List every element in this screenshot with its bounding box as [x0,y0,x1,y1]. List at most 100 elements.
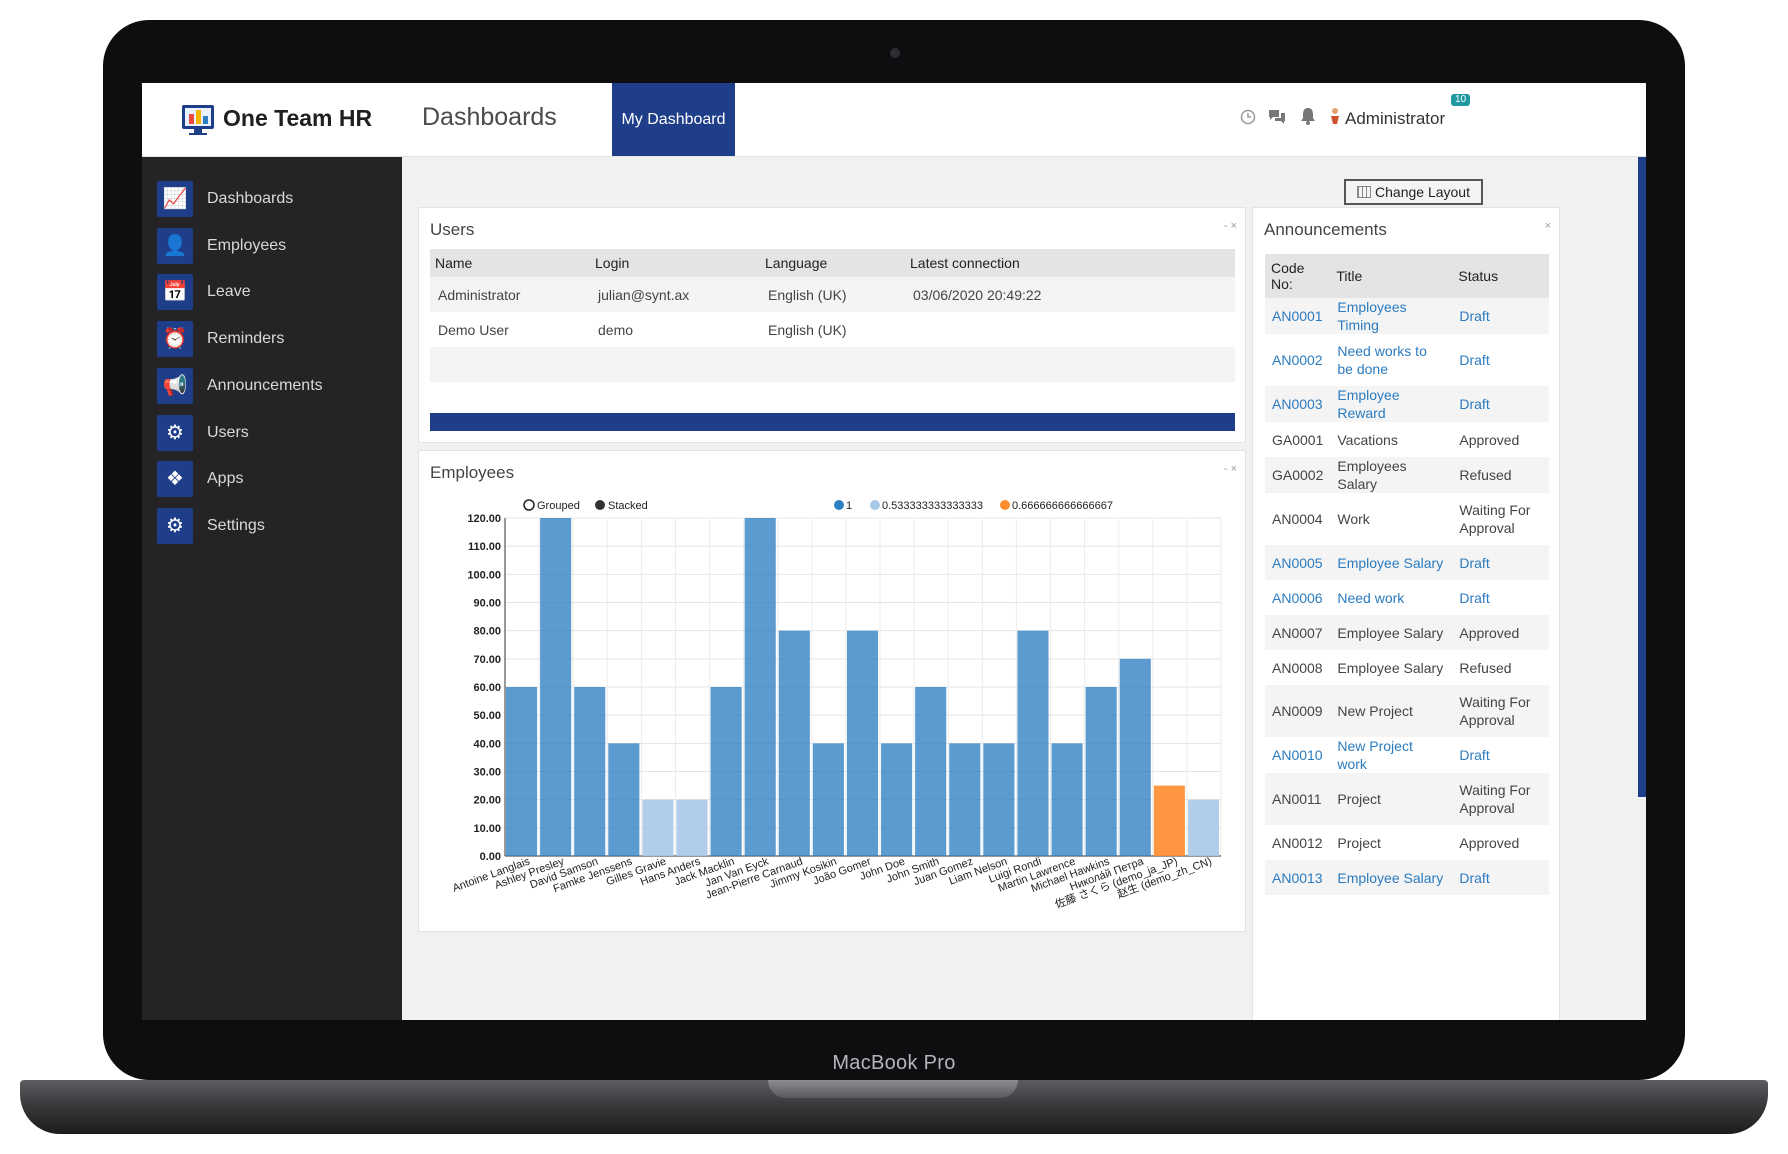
announcement-title: New Project [1330,685,1453,737]
announcement-title[interactable]: Employee Salary [1330,860,1453,895]
employees-panel-controls[interactable]: - × [1223,463,1237,475]
app-name[interactable]: One Team HR [223,105,373,131]
change-layout-button[interactable]: Change Layout [1344,179,1483,205]
announcement-title[interactable]: Employee Salary [1330,545,1453,580]
announcement-code[interactable]: AN0002 [1272,352,1323,368]
tab-my-dashboard[interactable]: My Dashboard [612,83,735,156]
users-table: Name Login Language Latest connection Ad… [430,249,1235,382]
sidebar-item-announcements[interactable]: 📢 Announcements [157,367,397,408]
table-row[interactable]: Demo User demo English (UK) [430,312,1235,347]
col-status[interactable]: Status [1452,254,1549,298]
table-row[interactable]: AN0002 Need works to be done Draft [1265,334,1549,386]
col-login[interactable]: Login [590,249,760,277]
announcement-status: Approved [1459,431,1520,448]
table-row[interactable]: AN0004 Work Waiting For Approval [1265,493,1549,545]
announcement-status[interactable]: Draft [1452,545,1549,580]
announcement-code: AN0012 [1272,834,1323,851]
grouped-radio [523,499,535,511]
sidebar-item-leave[interactable]: 📅 Leave [157,274,397,314]
announcement-title: Employees Salary [1330,457,1453,493]
announcement-code[interactable]: AN0006 [1272,589,1323,606]
table-pager-bar[interactable] [430,413,1235,431]
calendar-icon: 📅 [157,274,193,311]
announcement-status: Waiting For Approval [1452,773,1549,825]
announcement-title[interactable]: Need works to be done [1337,343,1427,377]
col-latest-connection[interactable]: Latest connection [905,249,1235,277]
announcement-code[interactable]: AN0005 [1265,545,1331,580]
table-row[interactable]: AN0007 Employee Salary Approved [1265,615,1549,650]
announcement-code[interactable]: AN0001 [1265,298,1331,334]
sidebar-item-reminders[interactable]: ⏰ Reminders [157,321,397,361]
y-tick-label: 60.00 [473,682,501,694]
chat-icon[interactable] [1268,108,1286,125]
user-menu[interactable]: Administrator [1345,109,1446,128]
bell-icon[interactable] [1300,107,1316,125]
table-row[interactable]: GA0001 Vacations Approved [1265,422,1549,457]
announcement-code: AN0011 [1265,773,1331,825]
announcement-title[interactable]: New Project work [1337,738,1413,772]
bar [506,687,538,856]
announcement-status[interactable]: Draft [1459,589,1490,606]
table-row[interactable]: AN0013 Employee Salary Draft [1265,860,1549,895]
clock-icon[interactable] [1240,109,1256,125]
sidebar-item-apps[interactable]: ❖ Apps [157,461,397,501]
announcement-code: AN0007 [1265,615,1331,650]
announcement-status: Approved [1459,834,1520,851]
legend-swatch [870,500,880,510]
bar [915,687,947,856]
legend-swatch [834,500,844,510]
notification-badge: 10 [1451,94,1471,106]
table-row[interactable]: Administrator julian@synt.ax English (UK… [430,277,1235,312]
users-panel-controls[interactable]: - × [1223,220,1237,232]
announcement-title[interactable]: Need work [1337,589,1405,606]
table-row[interactable]: AN0008 Employee Salary Refused [1265,650,1549,685]
table-row[interactable]: AN0009 New Project Waiting For Approval [1265,685,1549,737]
announcement-status[interactable]: Draft [1452,386,1549,422]
sidebar-item-users[interactable]: ⚙ Users [157,414,397,455]
bar [778,630,810,856]
bar [846,630,879,856]
col-title[interactable]: Title [1330,254,1453,298]
bar [608,743,640,856]
announcement-code[interactable]: AN0003 [1265,386,1331,422]
sidebar-item-settings[interactable]: ⚙ Settings [157,507,397,548]
y-tick-label: 110.00 [468,541,501,553]
announcement-code[interactable]: AN0010 [1272,747,1323,763]
announcement-status[interactable]: Draft [1459,352,1490,368]
announcements-table-header: Code No: Title Status [1265,254,1549,298]
device-label: MacBook Pro [832,1052,956,1074]
announcement-status[interactable]: Draft [1452,298,1549,334]
y-tick-label: 10.00 [473,823,501,835]
user-icon [1331,108,1339,124]
table-row[interactable]: AN0001 Employees Timing Draft [1265,298,1549,334]
cell: Demo User [438,321,509,338]
table-row[interactable]: AN0011 Project Waiting For Approval [1265,773,1549,825]
announcements-panel-controls[interactable]: × [1544,220,1551,232]
table-row[interactable]: AN0005 Employee Salary Draft [1265,545,1549,580]
announcement-status[interactable]: Draft [1452,860,1549,895]
table-row[interactable]: AN0012 Project Approved [1265,825,1549,860]
employees-panel: Employees - × 0.00 10.00 20.00 30.00 40.00 50… [418,450,1246,932]
bar [1085,687,1117,856]
cell: English (UK) [768,321,847,338]
cell: demo [598,321,634,338]
announcement-title: Vacations [1337,431,1398,448]
announcement-code[interactable]: AN0013 [1265,860,1331,895]
users-panel-title: Users [430,220,475,239]
col-name[interactable]: Name [430,249,590,277]
table-row[interactable]: AN0010 New Project work Draft [1265,737,1549,773]
scrollbar[interactable] [1638,157,1646,797]
table-row[interactable]: AN0003 Employee Reward Draft [1265,386,1549,422]
y-tick-label: 90.00 [473,598,501,610]
table-row[interactable]: AN0006 Need work Draft [1265,580,1549,615]
announcement-status[interactable]: Draft [1459,747,1490,763]
col-language[interactable]: Language [760,249,905,277]
sidebar-item-dashboards[interactable]: 📈 Dashboards [157,181,397,221]
table-row[interactable]: GA0002 Employees Salary Refused [1265,457,1549,493]
sidebar-item-employees[interactable]: 👤 Employees [157,227,397,268]
sidebar-item-label: Apps [207,470,244,488]
announcement-title[interactable]: Employee Reward [1330,386,1453,422]
col-code[interactable]: Code No: [1265,254,1331,298]
announcement-title[interactable]: Employees Timing [1330,298,1453,334]
sidebar-item-label: Users [207,423,249,441]
